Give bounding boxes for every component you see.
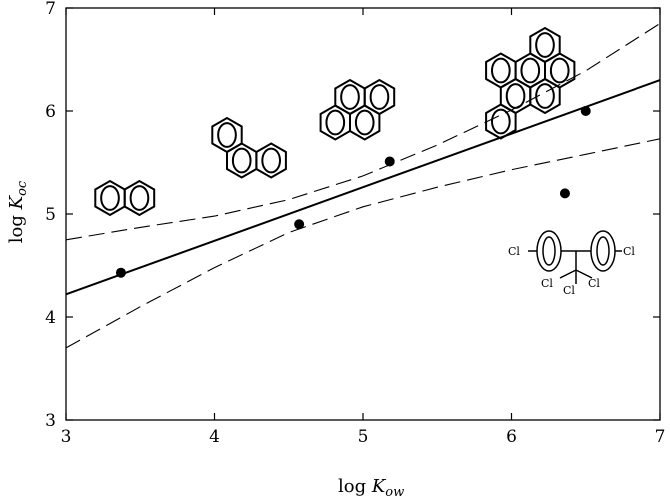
molecule-structures: [94, 26, 576, 217]
plot-frame: [65, 7, 661, 421]
y-tick-label: 7: [45, 0, 56, 19]
axis-ticks: 3 4 5 6 7 3 4 5 6 7: [45, 0, 665, 447]
fit-curves: [66, 23, 660, 349]
y-tick-label: 4: [45, 308, 56, 328]
naphthalene-ring: [123, 179, 156, 217]
x-axis-label-main: log: [338, 476, 372, 497]
x-tick-label: 4: [209, 427, 220, 447]
x-tick-label: 5: [358, 427, 369, 447]
phenanthrene-ring: [255, 142, 287, 179]
chlorine-label: Cl: [588, 277, 600, 290]
y-tick-label: 5: [45, 205, 56, 225]
x-tick-label: 3: [61, 427, 72, 447]
data-point: [580, 106, 591, 116]
data-point: [384, 156, 395, 167]
data-point: [294, 219, 305, 230]
y-tick-label: 6: [45, 102, 56, 122]
x-axis-label-subscript: ow: [385, 485, 404, 500]
confidence-band-lower: [66, 138, 660, 349]
y-axis-label-symbol: K: [6, 194, 27, 210]
ddt-structure: Cl Cl Cl Cl Cl: [508, 230, 635, 297]
pah-ring: [529, 77, 561, 115]
x-tick-label: 6: [506, 427, 517, 447]
y-tick-label: 3: [45, 411, 56, 431]
x-axis-label: log Kow: [338, 476, 404, 500]
pah-ring: [485, 103, 517, 140]
y-axis-label-main: log: [6, 209, 27, 243]
chlorine-label: Cl: [623, 245, 635, 258]
data-point: [115, 267, 126, 278]
y-axis-label: log Koc: [6, 180, 30, 243]
chlorine-label: Cl: [563, 284, 575, 297]
pyrene-ring: [319, 104, 351, 141]
y-axis-label-subscript: oc: [15, 180, 30, 196]
phenanthrene-ring: [226, 142, 258, 179]
chlorine-label: Cl: [541, 277, 553, 290]
data-point: [559, 188, 570, 199]
regression-line: [66, 79, 660, 296]
data-points: [115, 106, 591, 278]
x-tick-label: 7: [655, 427, 666, 447]
pyrene-ring: [349, 104, 381, 141]
confidence-band-upper: [66, 23, 660, 241]
naphthalene-ring: [94, 179, 126, 217]
chlorine-label: Cl: [508, 245, 520, 258]
x-axis-label-symbol: K: [371, 476, 387, 497]
